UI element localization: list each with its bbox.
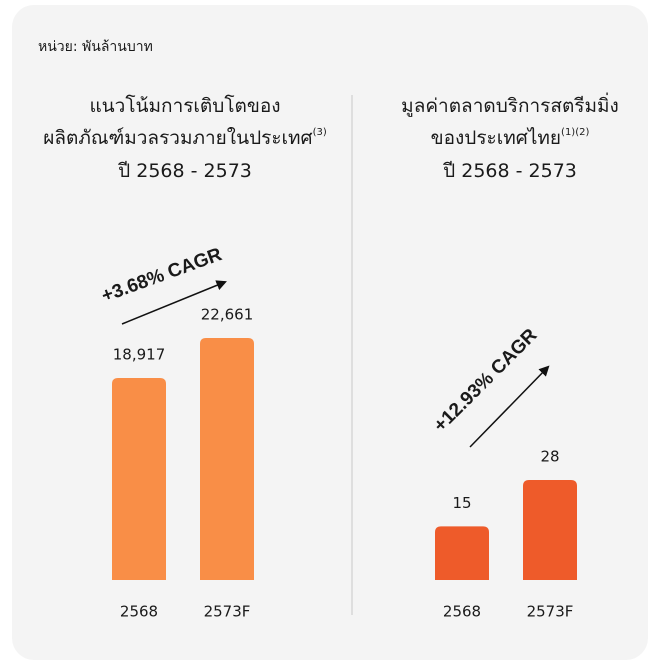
title-line: แนวโน้มการเติบโตของ xyxy=(89,94,280,117)
value-label: 15 xyxy=(452,494,471,512)
value-label: 22,661 xyxy=(201,306,254,324)
value-label: 28 xyxy=(540,448,559,466)
chart-title: ปี 2568 - 2573 xyxy=(117,160,252,182)
bar xyxy=(200,338,254,580)
title-line: ปี 2568 - 2573 xyxy=(117,160,252,182)
chart-title: แนวโน้มการเติบโตของ xyxy=(89,94,280,117)
x-tick-label: 2573F xyxy=(204,603,251,621)
chart-title: ของประเทศไทย(1)(2) xyxy=(431,127,590,149)
chart-title: มูลค่าตลาดบริการสตรีมมิ่ง xyxy=(401,92,619,117)
card xyxy=(12,5,648,660)
chart-title: ปี 2568 - 2573 xyxy=(442,160,577,182)
x-tick-label: 2573F xyxy=(527,603,574,621)
bar xyxy=(435,526,489,580)
x-tick-label: 2568 xyxy=(120,603,158,621)
bar xyxy=(112,377,166,580)
title-line: ผลิตภัณฑ์มวลรวมภายในประเทศ xyxy=(43,127,312,149)
unit-label: หน่วย: พันล้านบาท xyxy=(38,39,153,55)
value-label: 18,917 xyxy=(113,345,166,363)
x-tick-label: 2568 xyxy=(443,603,481,621)
title-superscript: (3) xyxy=(313,127,327,138)
trend-arrow xyxy=(469,365,550,448)
trend-arrow xyxy=(121,280,227,325)
title-line: มูลค่าตลาดบริการสตรีมมิ่ง xyxy=(401,92,619,117)
title-superscript: (1)(2) xyxy=(561,127,589,138)
title-line: ปี 2568 - 2573 xyxy=(442,160,577,182)
title-line: ของประเทศไทย xyxy=(431,127,561,149)
bar xyxy=(523,480,577,580)
chart-title: ผลิตภัณฑ์มวลรวมภายในประเทศ(3) xyxy=(43,127,327,149)
